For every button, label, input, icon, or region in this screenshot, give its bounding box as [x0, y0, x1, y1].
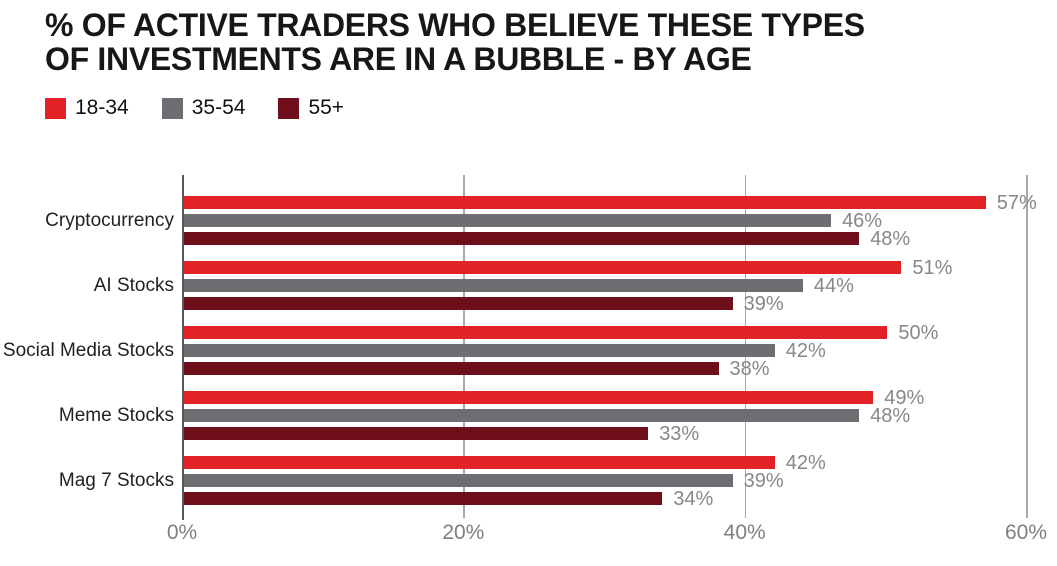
- bar-55-ai-stocks: [184, 297, 733, 310]
- legend: 18-34 35-54 55+: [45, 96, 344, 120]
- category-label-mag-7-stocks: Mag 7 Stocks: [58, 469, 174, 491]
- bar-18-34-meme-stocks: [184, 391, 874, 404]
- value-label-55-cryptocurrency: 48%: [870, 227, 911, 250]
- legend-item-35-54: 35-54: [161, 96, 246, 120]
- bar-18-34-social-media-stocks: [184, 326, 888, 339]
- value-label-18-34-cryptocurrency: 57%: [996, 191, 1037, 214]
- category-label-meme-stocks: Meme Stocks: [58, 404, 174, 426]
- bar-55-social-media-stocks: [184, 362, 719, 375]
- legend-item-55-plus: 55+: [278, 96, 344, 120]
- category-label-cryptocurrency: Cryptocurrency: [45, 209, 174, 231]
- value-label-55-ai-stocks: 39%: [743, 292, 784, 315]
- value-label-55-mag-7-stocks: 34%: [673, 487, 714, 510]
- bar-35-54-cryptocurrency: [184, 214, 832, 227]
- bar-35-54-social-media-stocks: [184, 344, 775, 357]
- bar-18-34-mag-7-stocks: [184, 456, 775, 469]
- bar-18-34-cryptocurrency: [184, 196, 986, 209]
- bar-55-cryptocurrency: [184, 232, 860, 245]
- x-tick-label-20: 20%: [442, 521, 485, 544]
- bar-55-mag-7-stocks: [184, 492, 663, 505]
- chart-title: % OF ACTIVE TRADERS WHO BELIEVE THESE TY…: [45, 8, 865, 76]
- y-axis-line: [182, 175, 184, 520]
- value-label-18-34-ai-stocks: 51%: [912, 256, 953, 279]
- legend-swatch-18-34: [45, 97, 66, 119]
- legend-swatch-55-plus: [278, 97, 300, 119]
- value-label-35-54-social-media-stocks: 42%: [785, 339, 826, 362]
- legend-item-18-34: 18-34: [45, 96, 129, 120]
- value-label-18-34-mag-7-stocks: 42%: [785, 451, 826, 474]
- chart-title-line-1: % OF ACTIVE TRADERS WHO BELIEVE THESE TY…: [45, 7, 865, 43]
- gridline-60: [1026, 175, 1028, 518]
- x-tick-label-60: 60%: [1004, 521, 1048, 544]
- value-label-18-34-social-media-stocks: 50%: [898, 321, 939, 344]
- value-label-55-meme-stocks: 33%: [659, 422, 700, 445]
- value-label-35-54-mag-7-stocks: 39%: [743, 469, 784, 492]
- legend-label-18-34: 18-34: [75, 96, 129, 119]
- bar-18-34-ai-stocks: [184, 261, 902, 274]
- legend-swatch-35-54: [161, 97, 183, 119]
- bar-35-54-mag-7-stocks: [184, 474, 733, 487]
- legend-label-55-plus: 55+: [308, 96, 345, 119]
- bar-35-54-meme-stocks: [184, 409, 860, 422]
- bar-35-54-ai-stocks: [184, 279, 803, 292]
- value-label-35-54-cryptocurrency: 46%: [842, 209, 883, 232]
- category-label-ai-stocks: AI Stocks: [93, 274, 174, 296]
- plot-area: 57% 46% 48% 51% 44% 39% 50% 42% 38% 49% 48% 33% 42% 3…: [182, 175, 1037, 520]
- value-label-35-54-ai-stocks: 44%: [813, 274, 854, 297]
- bar-55-meme-stocks: [184, 427, 649, 440]
- category-label-social-media-stocks: Social Media Stocks: [2, 339, 174, 361]
- chart-title-line-2: OF INVESTMENTS ARE IN A BUBBLE - BY AGE: [45, 41, 752, 77]
- x-tick-label-40: 40%: [723, 521, 766, 544]
- legend-label-35-54: 35-54: [191, 96, 246, 119]
- x-tick-label-0: 0%: [166, 521, 198, 544]
- value-label-55-social-media-stocks: 38%: [729, 357, 770, 380]
- value-label-35-54-meme-stocks: 48%: [870, 404, 911, 427]
- value-label-18-34-meme-stocks: 49%: [884, 386, 925, 409]
